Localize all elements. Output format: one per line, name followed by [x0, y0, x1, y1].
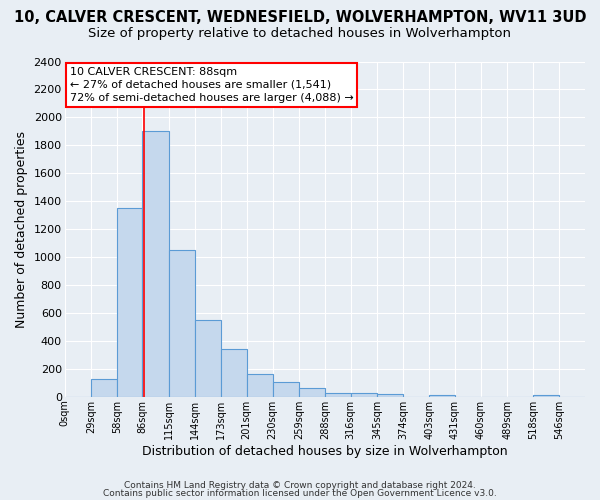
Text: Contains public sector information licensed under the Open Government Licence v3: Contains public sector information licen…	[103, 488, 497, 498]
Bar	[91, 380, 117, 397]
Bar	[247, 374, 273, 397]
Bar	[325, 392, 350, 397]
X-axis label: Distribution of detached houses by size in Wolverhampton: Distribution of detached houses by size …	[142, 444, 508, 458]
Bar	[195, 320, 221, 397]
Bar	[142, 132, 169, 397]
Bar	[169, 250, 195, 397]
Text: 10, CALVER CRESCENT, WEDNESFIELD, WOLVERHAMPTON, WV11 3UD: 10, CALVER CRESCENT, WEDNESFIELD, WOLVER…	[14, 10, 586, 25]
Text: 10 CALVER CRESCENT: 88sqm
← 27% of detached houses are smaller (1,541)
72% of se: 10 CALVER CRESCENT: 88sqm ← 27% of detac…	[70, 66, 353, 103]
Text: Contains HM Land Registry data © Crown copyright and database right 2024.: Contains HM Land Registry data © Crown c…	[124, 481, 476, 490]
Bar	[350, 394, 377, 397]
Bar	[430, 394, 455, 397]
Bar	[299, 388, 325, 397]
Bar	[533, 394, 559, 397]
Bar	[117, 208, 142, 397]
Text: Size of property relative to detached houses in Wolverhampton: Size of property relative to detached ho…	[89, 28, 511, 40]
Bar	[273, 382, 299, 397]
Bar	[221, 350, 247, 397]
Y-axis label: Number of detached properties: Number of detached properties	[15, 130, 28, 328]
Bar	[377, 394, 403, 397]
